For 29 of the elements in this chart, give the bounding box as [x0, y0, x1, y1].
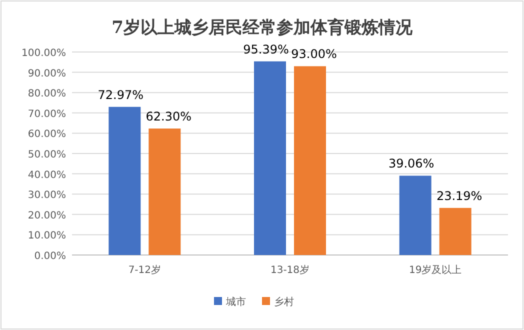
title: 7岁以上城乡居民经常参加体育锻炼情况 — [112, 18, 412, 38]
data-label: 23.19% — [436, 188, 482, 203]
x-tick-label: 19岁及以上 — [408, 264, 462, 276]
bar — [254, 61, 286, 255]
x-tick-label: 13-18岁 — [270, 264, 310, 276]
y-tick-label: 10.00% — [28, 230, 66, 242]
y-tick-label: 60.00% — [28, 129, 66, 140]
y-tick-label: 0.00% — [34, 251, 66, 262]
legend-label: 乡村 — [274, 296, 294, 308]
bar — [108, 106, 141, 255]
data-label: 72.97% — [98, 88, 144, 102]
y-tick-label: 70.00% — [28, 108, 66, 120]
bar — [294, 66, 326, 255]
data-label: 39.06% — [388, 156, 434, 171]
data-label: 93.00% — [291, 47, 337, 62]
y-tick-label: 80.00% — [28, 88, 66, 100]
bar — [439, 208, 472, 255]
x-tick-label: 7-12岁 — [128, 264, 162, 276]
y-tick-label: 30.00% — [28, 190, 66, 202]
y-tick-label: 90.00% — [28, 68, 66, 80]
bar — [399, 176, 432, 255]
data-label: 95.39% — [243, 42, 289, 56]
legend-label: 城市 — [225, 296, 246, 308]
data-label: 62.30% — [146, 110, 192, 124]
y-tick-label: 40.00% — [28, 170, 66, 181]
y-tick-label: 50.00% — [28, 150, 66, 160]
y-tick-label: 100.00% — [22, 48, 66, 59]
y-tick-label: 20.00% — [28, 210, 66, 222]
bar — [148, 128, 181, 255]
